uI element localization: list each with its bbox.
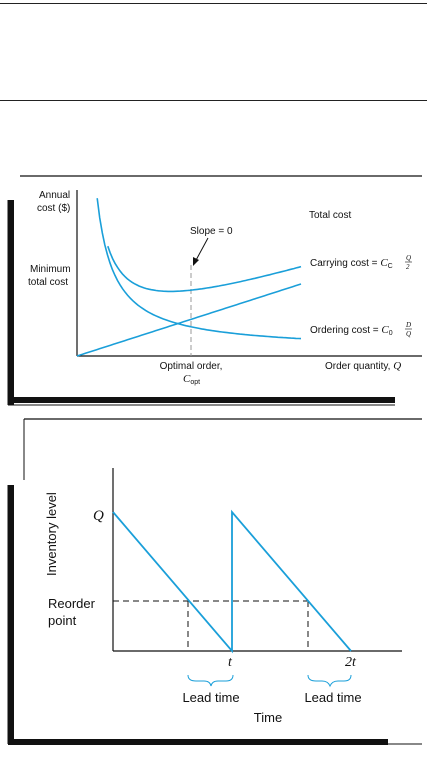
top-rule xyxy=(0,3,427,4)
chart1-shadow-left xyxy=(8,200,14,405)
ordering-cost-curve xyxy=(96,198,302,340)
optimal-order-c: C xyxy=(183,373,191,385)
q-tick-label: Q xyxy=(93,508,104,524)
slope-arrow xyxy=(194,237,209,263)
chart2-shadow-left xyxy=(8,485,14,744)
inventory-sawtooth xyxy=(112,509,352,654)
optimal-order-subscript: opt xyxy=(190,379,200,386)
ordering-subscript: 0 xyxy=(389,330,393,337)
2t-tick-label: 2t xyxy=(345,655,357,670)
chart2-xlabel: Time xyxy=(254,710,282,725)
reorder-label-line1: Reorder xyxy=(48,596,96,611)
minimum-label-line1: Minimum xyxy=(30,264,71,275)
carrying-cost-label: Carrying cost = CC xyxy=(310,257,393,270)
minimum-label-line2: total cost xyxy=(28,277,68,288)
carrying-cost-line xyxy=(76,283,302,357)
section-rule xyxy=(0,100,427,101)
chart2-ylabel: Inventory level xyxy=(44,492,59,576)
chart1-ylabel-line2: cost ($) xyxy=(37,203,70,214)
lead-time-label-1: Lead time xyxy=(182,690,239,705)
chart1-ylabel-line1: Annual xyxy=(39,190,70,201)
eoq-cost-chart: Annual cost ($) Minimum total cost Slope… xyxy=(7,175,422,406)
chart1-shadow-bottom xyxy=(8,397,395,403)
slope-annotation: Slope = 0 xyxy=(190,226,233,237)
optimal-order-symbol: Copt xyxy=(183,373,200,386)
ordering-denominator: Q xyxy=(406,330,411,338)
ordering-cost-label: Ordering cost = C0 xyxy=(310,324,393,337)
ordering-prefix: Ordering cost = xyxy=(310,325,381,336)
reorder-label-line2: point xyxy=(48,613,77,628)
carrying-prefix: Carrying cost = xyxy=(310,258,380,269)
carrying-numerator: Q xyxy=(406,254,411,262)
slope-arrowhead xyxy=(193,257,199,266)
chart2-shadow-bottom xyxy=(8,739,388,745)
t-tick-label: t xyxy=(228,655,233,670)
optimal-order-label: Optimal order, xyxy=(160,361,223,372)
carrying-denominator: 2 xyxy=(406,263,410,271)
carrying-symbol: C xyxy=(380,257,388,269)
inventory-level-chart: Inventory level Q Reorder point t 2t Lea… xyxy=(7,418,422,745)
lead-time-brace-2 xyxy=(307,674,352,688)
lead-time-brace-1 xyxy=(187,674,234,687)
ordering-numerator: D xyxy=(405,321,411,329)
total-cost-curve xyxy=(107,245,302,293)
carrying-subscript: C xyxy=(388,263,393,270)
total-cost-label: Total cost xyxy=(309,210,351,221)
chart1-xlabel: Order quantity, Q xyxy=(325,360,401,372)
lead-time-label-2: Lead time xyxy=(304,690,361,705)
ordering-symbol: C xyxy=(381,324,389,336)
